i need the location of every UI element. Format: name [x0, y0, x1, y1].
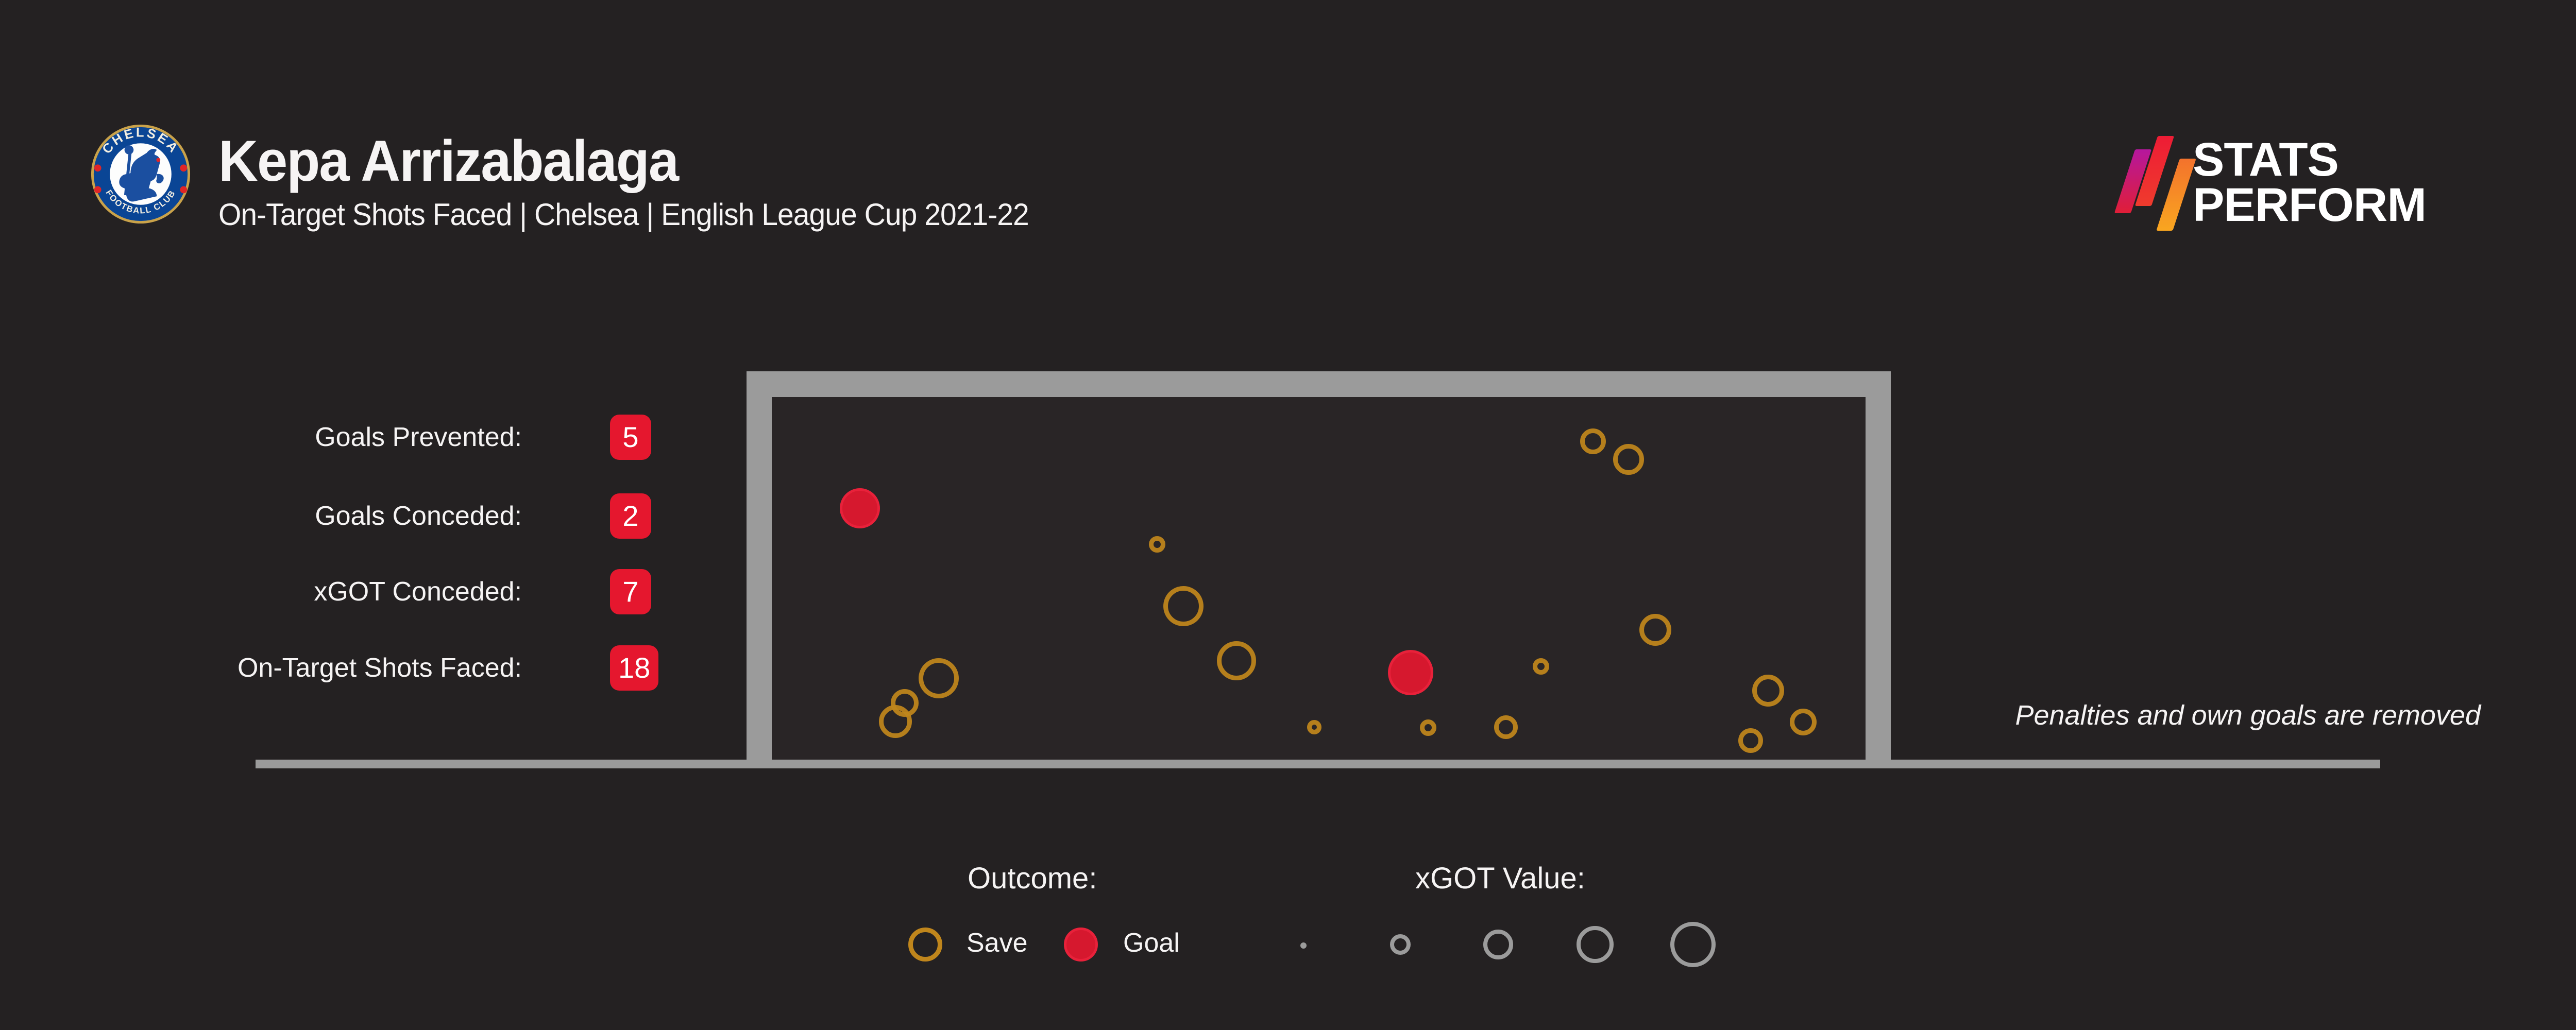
save-legend-marker-icon [908, 928, 942, 962]
goal-legend-marker-icon [1064, 928, 1098, 962]
shot-marker-save [1163, 586, 1204, 626]
save-legend-label: Save [967, 928, 1028, 958]
page-subtitle: On-Target Shots Faced | Chelsea | Englis… [218, 197, 1029, 232]
xgot-size-circle-icon [1670, 922, 1716, 967]
brand-line2: PERFORM [2193, 179, 2427, 231]
stat-row-goals-conceded: Goals Conceded: 2 [155, 493, 721, 539]
stat-value-badge: 5 [610, 415, 651, 460]
shot-marker-save [1613, 444, 1644, 475]
xgot-size-circle-icon [1300, 942, 1307, 949]
crest-lion-icon [119, 145, 164, 202]
shot-marker-save [1217, 641, 1256, 680]
shot-marker-save [1420, 719, 1436, 736]
shot-marker-save [1580, 428, 1606, 454]
goal-frame [747, 371, 1891, 760]
stat-value-badge: 18 [610, 645, 659, 691]
stat-row-xgot-conceded: xGOT Conceded: 7 [155, 569, 721, 614]
shot-marker-save [919, 658, 959, 698]
shot-marker-save [1494, 715, 1518, 739]
shot-marker-goal [1388, 650, 1433, 695]
brand-line1: STATS [2193, 133, 2339, 186]
stat-label: xGOT Conceded: [314, 577, 522, 607]
penalties-note: Penalties and own goals are removed [2015, 700, 2481, 731]
stats-perform-logo: STATS PERFORM [2112, 133, 2442, 236]
chelsea-crest-logo: CHELSEA FOOTBALL CLUB [91, 124, 191, 224]
shot-marker-save [1752, 675, 1784, 707]
brand-wordmark: STATS PERFORM [2193, 133, 2427, 231]
outcome-legend-title: Outcome: [968, 862, 1097, 895]
xgot-size-circle-icon [1390, 934, 1411, 955]
goal-mouth-area [772, 397, 1866, 760]
stat-label: Goals Conceded: [315, 501, 522, 531]
xgot-legend-title: xGOT Value: [1415, 862, 1585, 895]
shot-marker-save [1639, 614, 1671, 646]
shot-marker-save [1533, 658, 1549, 675]
goal-legend-label: Goal [1123, 928, 1180, 958]
stat-label: On-Target Shots Faced: [237, 653, 522, 683]
stat-label: Goals Prevented: [315, 422, 522, 452]
shot-marker-save [1307, 720, 1321, 734]
shot-marker-goal [840, 488, 880, 528]
goal-line [256, 760, 2380, 768]
stat-value-badge: 7 [610, 569, 651, 614]
page-title: Kepa Arrizabalaga [218, 129, 679, 193]
xgot-size-circle-icon [1483, 930, 1513, 959]
xgot-size-circle-icon [1577, 926, 1614, 963]
stat-value-badge: 2 [610, 493, 651, 539]
shot-marker-save [1738, 728, 1763, 753]
shot-marker-save [1790, 709, 1817, 735]
shot-marker-save [879, 705, 912, 738]
stat-row-goals-prevented: Goals Prevented: 5 [155, 415, 721, 460]
shot-marker-save [1149, 536, 1165, 553]
stat-row-shots-faced: On-Target Shots Faced: 18 [155, 645, 721, 691]
